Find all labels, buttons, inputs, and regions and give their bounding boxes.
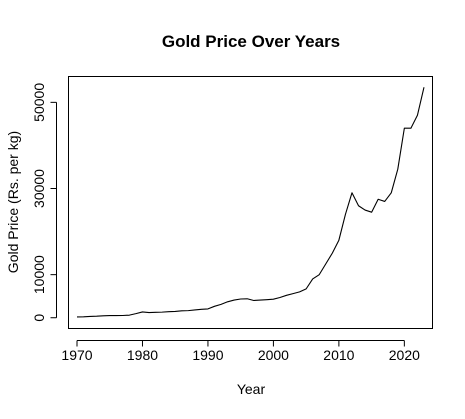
y-tick-label: 10000 — [31, 255, 47, 294]
x-tick-label: 1990 — [192, 347, 223, 363]
y-tick-label: 30000 — [31, 169, 47, 208]
x-axis: 1970 1980 1990 2000 2010 2020 — [61, 341, 420, 364]
series-line — [77, 87, 424, 317]
x-tick-label: 1980 — [127, 347, 158, 363]
x-axis-label: Year — [237, 381, 266, 397]
y-axis: 0 10000 30000 50000 — [31, 83, 57, 322]
y-tick-label: 50000 — [31, 83, 47, 122]
y-tick-label: 0 — [31, 314, 47, 322]
x-tick-label: 2020 — [389, 347, 420, 363]
chart-title: Gold Price Over Years — [162, 32, 340, 51]
x-tick-label: 2010 — [323, 347, 354, 363]
x-tick-label: 2000 — [258, 347, 289, 363]
series-layer — [77, 87, 424, 317]
y-axis-label: Gold Price (Rs. per kg) — [5, 131, 21, 273]
plot-frame — [69, 77, 433, 329]
x-tick-label: 1970 — [61, 347, 92, 363]
